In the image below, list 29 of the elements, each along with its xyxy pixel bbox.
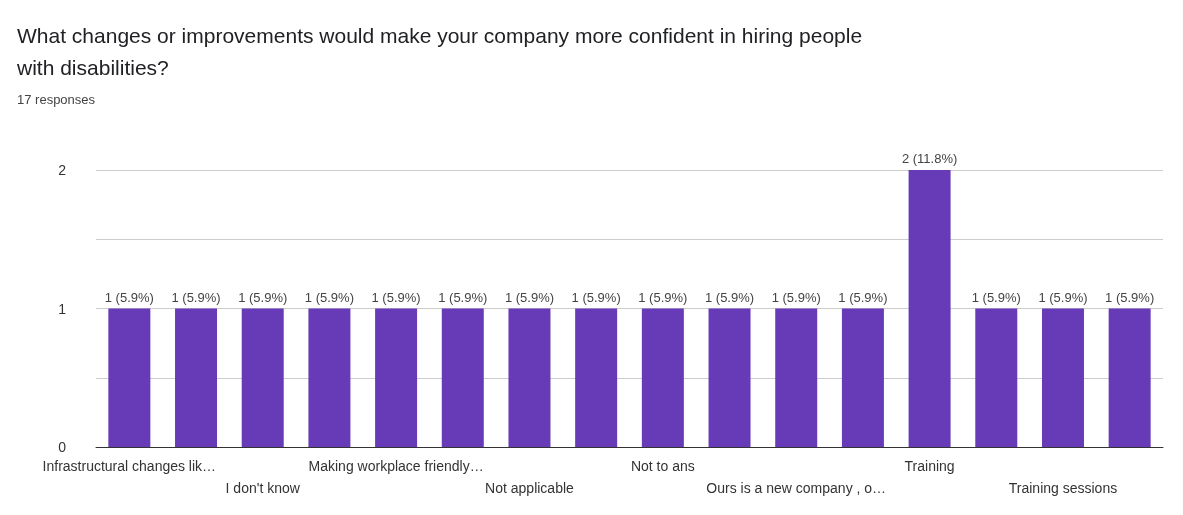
data-label: 1 (5.9%) <box>304 289 354 305</box>
y-tick-label: 1 <box>58 300 67 317</box>
data-label: 1 (5.9%) <box>971 289 1021 305</box>
chart-subtitle: 17 responses <box>17 92 96 107</box>
x-tick-label: I don't know <box>225 480 301 496</box>
data-label: 1 (5.9%) <box>571 289 621 305</box>
y-tick-label: 0 <box>58 439 67 455</box>
data-label: 1 (5.9%) <box>1105 289 1155 305</box>
data-label: 1 (5.9%) <box>838 289 888 305</box>
data-label: 1 (5.9%) <box>638 289 688 305</box>
x-tick-label: Not applicable <box>485 480 575 496</box>
data-label: 2 (11.8%) <box>901 151 958 166</box>
x-tick-label: Infrastructural changes lik… <box>42 458 217 474</box>
data-label: 1 (5.9%) <box>704 289 755 305</box>
data-label: 1 (5.9%) <box>238 289 288 305</box>
data-label: 1 (5.9%) <box>371 289 421 305</box>
data-label: 1 (5.9%) <box>171 289 221 305</box>
x-tick-label: Not to ans <box>630 458 695 474</box>
x-tick-label: Training sessions <box>1008 480 1118 496</box>
data-label: 1 (5.9%) <box>504 289 555 305</box>
x-tick-label: Training <box>904 458 955 474</box>
data-label: 1 (5.9%) <box>771 289 821 305</box>
y-tick-label: 2 <box>58 162 67 178</box>
data-label: 1 (5.9%) <box>438 289 488 305</box>
x-tick-label: Making workplace friendly… <box>308 458 484 474</box>
x-tick-label: Ours is a new company , o… <box>706 480 887 496</box>
data-label: 1 (5.9%) <box>104 289 154 305</box>
data-label: 1 (5.9%) <box>1038 289 1088 305</box>
chart-title: What changes or improvements would make your company more confident in hiring people with disabilities? <box>16 23 868 79</box>
